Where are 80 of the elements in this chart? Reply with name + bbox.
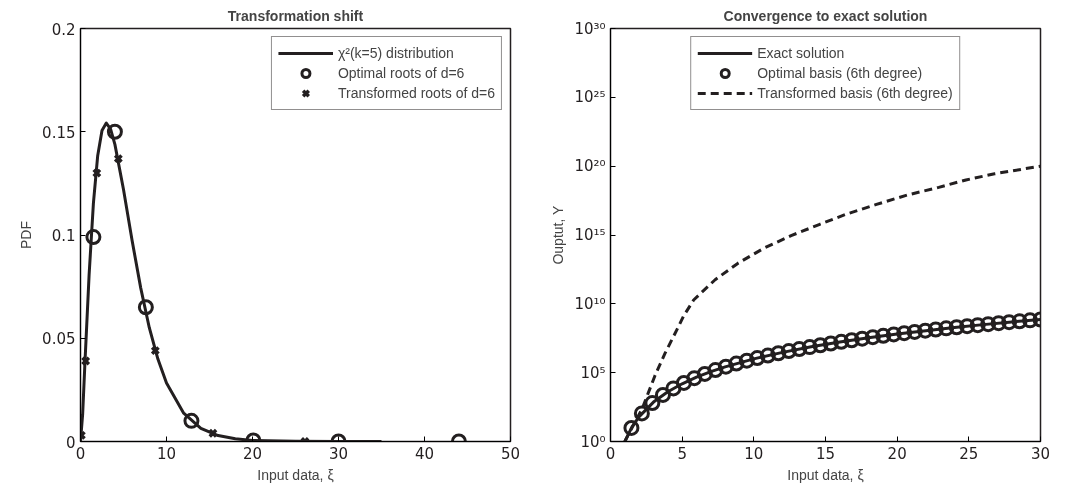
point (208, 428, 218, 439)
x-tick-label: 10 (156, 444, 177, 463)
point (875, 327, 892, 344)
legend-label: Exact solution (757, 45, 845, 61)
point (885, 326, 902, 343)
x-tick-label: 20 (242, 444, 263, 463)
point (623, 419, 640, 436)
y-tick-label: 0.1 (51, 227, 76, 245)
point (948, 319, 965, 336)
y-tick-label: 10¹⁰ (574, 294, 606, 313)
point (665, 380, 682, 397)
point (106, 123, 123, 140)
point (969, 317, 986, 334)
y-axis-title: PDF (18, 221, 35, 249)
y-tick-label: 10⁰ (580, 432, 606, 451)
x-tick-label: 30 (1030, 444, 1051, 463)
legend-label: Optimal roots of d=6 (337, 65, 465, 81)
point (980, 316, 997, 333)
legend-label: Optimal basis (6th degree) (757, 65, 923, 81)
y-tick-label: 10²⁵ (574, 88, 606, 107)
x-tick-label: 10 (744, 444, 764, 463)
point (85, 229, 102, 246)
point (959, 318, 976, 335)
x-tick-label: 30 (328, 444, 349, 463)
point (938, 320, 955, 337)
point (791, 341, 808, 358)
point (854, 330, 871, 347)
point (759, 347, 776, 364)
point (780, 343, 797, 360)
point (738, 352, 755, 369)
legend-label: χ²(k=5) distribution (337, 45, 454, 61)
point (633, 405, 650, 422)
point (183, 412, 200, 429)
point (80, 356, 91, 366)
y-tick-label: 0.2 (51, 20, 76, 39)
y-tick-label: 10²⁰ (574, 157, 606, 176)
chart-title: Convergence to exact solution (723, 7, 928, 24)
point (917, 322, 934, 339)
point (906, 323, 923, 340)
x-tick-label: 5 (677, 444, 687, 463)
point (864, 329, 881, 346)
y-tick-label: 10¹⁵ (574, 226, 606, 244)
point (801, 339, 818, 356)
line-series (80, 121, 383, 442)
y-tick-label: 10⁵ (580, 363, 606, 382)
legend-label: Transformed basis (6th degree) (757, 85, 953, 101)
point (728, 355, 745, 372)
point (675, 374, 692, 391)
y-tick-label: 10³⁰ (574, 19, 606, 38)
x-axis-title: Input data, ξ (257, 466, 334, 483)
point (696, 365, 713, 382)
point (812, 337, 829, 354)
point (927, 321, 944, 338)
x-tick-label: 50 (500, 444, 521, 463)
y-axis-title: Ouptut, Y (550, 205, 567, 265)
x-axis-title: Input data, ξ (787, 466, 864, 483)
point (749, 350, 766, 367)
point (833, 333, 850, 350)
point (1011, 313, 1028, 330)
point (1001, 314, 1018, 331)
point (686, 370, 703, 387)
point (137, 299, 154, 316)
point (896, 325, 913, 342)
point (843, 332, 860, 349)
y-tick-label: 0.15 (42, 123, 76, 142)
point (770, 345, 787, 362)
legend-label: Transformed roots of d=6 (337, 85, 495, 101)
point (707, 362, 724, 379)
point (990, 315, 1007, 332)
y-tick-label: 0.05 (42, 330, 76, 349)
x-tick-label: 40 (414, 444, 435, 463)
x-tick-label: 25 (959, 444, 979, 463)
x-tick-label: 20 (887, 444, 907, 463)
point (150, 345, 161, 356)
chart-title: Transformation shift (227, 7, 364, 24)
point (717, 358, 734, 375)
point (822, 335, 839, 352)
point (654, 386, 671, 403)
x-tick-label: 15 (815, 444, 836, 463)
point (644, 395, 661, 412)
